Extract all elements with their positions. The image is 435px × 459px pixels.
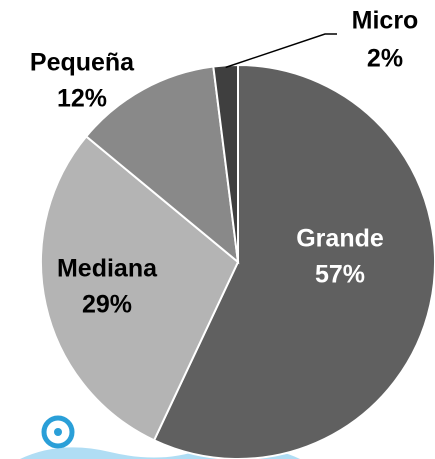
pie-slice — [40, 135, 240, 442]
value-label: 2% — [367, 45, 403, 73]
pie-slice — [84, 65, 240, 265]
pie-slice — [212, 63, 239, 263]
category-label: Micro — [352, 7, 419, 35]
category-label: Grande — [296, 225, 384, 253]
category-label: Mediana — [57, 255, 158, 283]
value-label: 29% — [82, 291, 132, 319]
category-label: Pequeña — [30, 49, 135, 77]
leader-line — [225, 33, 337, 69]
pie-slice — [152, 63, 435, 459]
value-label: 12% — [57, 85, 107, 113]
value-label: 57% — [315, 261, 365, 289]
